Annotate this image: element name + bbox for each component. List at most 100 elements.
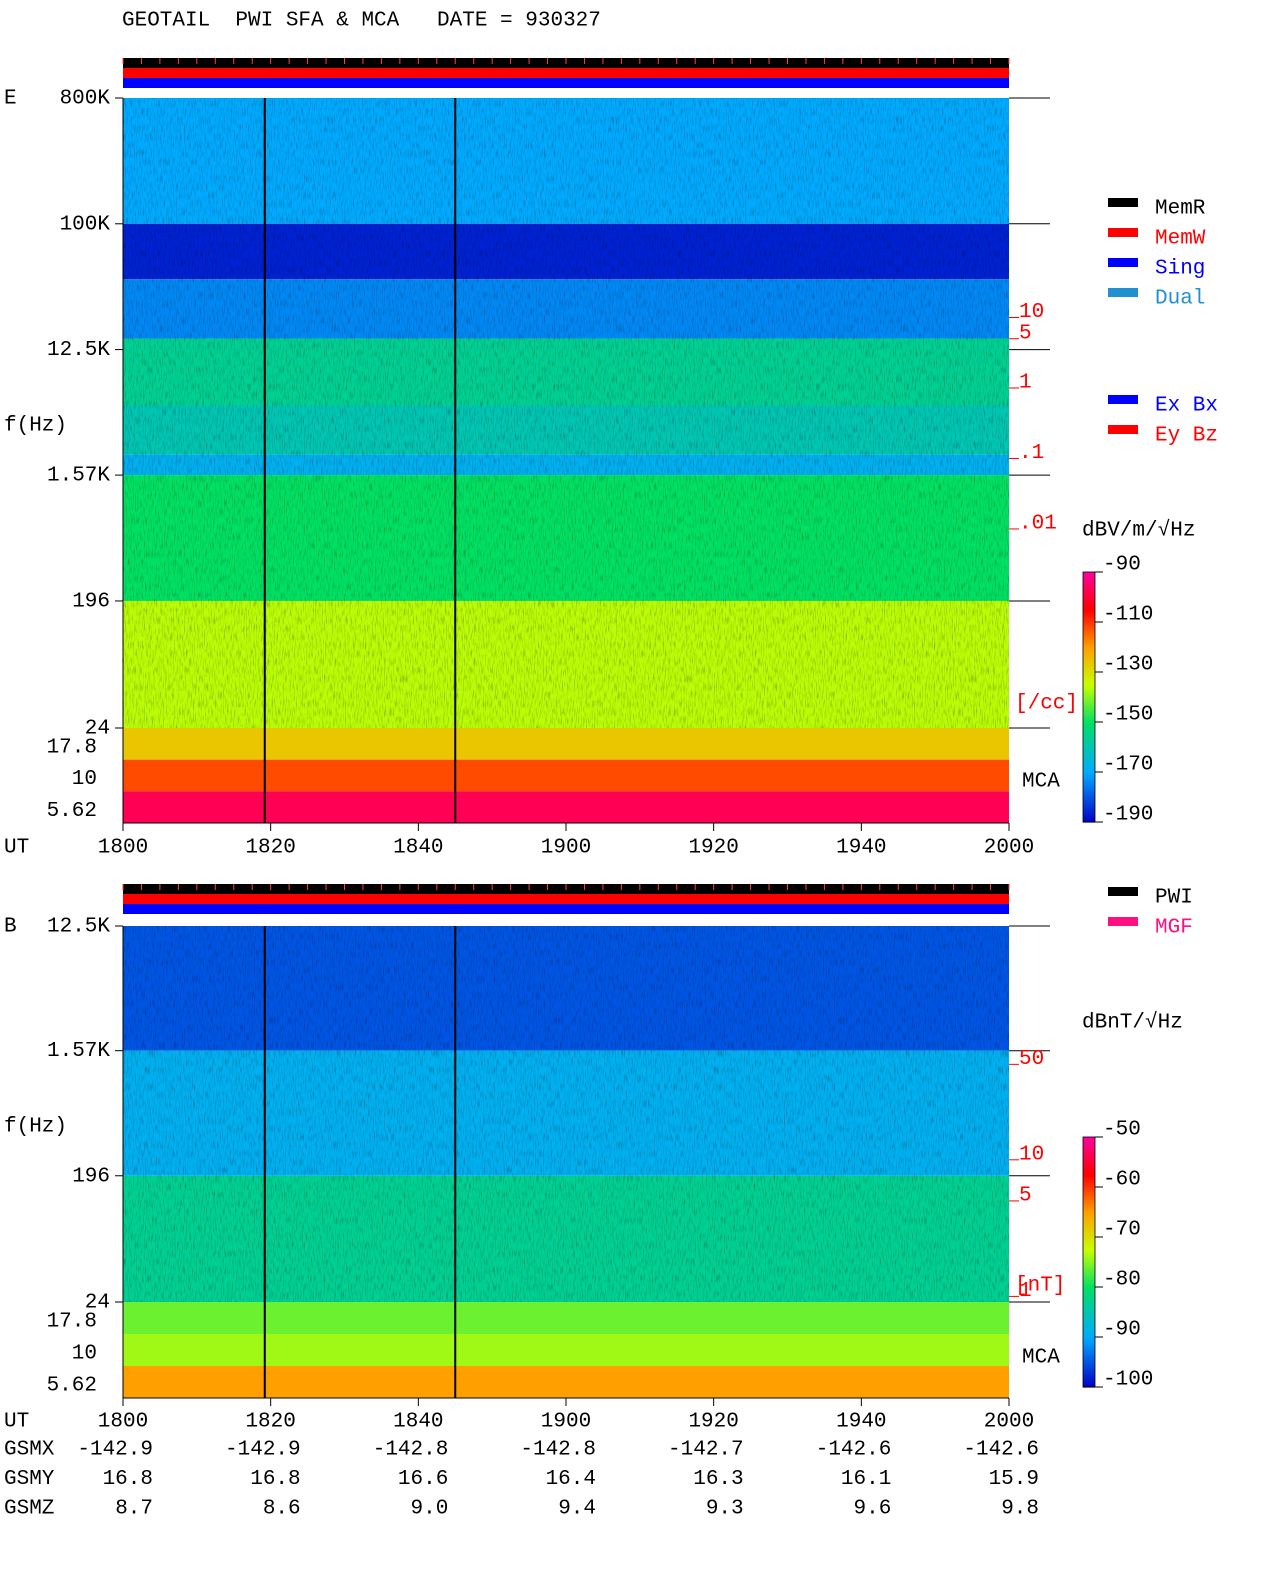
y2-tick-label: 1 [1019, 372, 1032, 395]
y-tick-label: 24 [85, 1292, 110, 1315]
x-tick-label: 1800 [98, 837, 148, 860]
y2-tick-label: 5 [1019, 1184, 1032, 1207]
legend-label: Sing [1155, 258, 1205, 281]
colorbar-segment [1083, 574, 1095, 578]
colorbar-segment [1083, 1224, 1095, 1228]
status-bar [123, 68, 1009, 78]
colorbar-segment [1083, 1294, 1095, 1298]
colorbar-segment [1083, 754, 1095, 758]
colorbar-segment [1083, 787, 1095, 791]
colorbar-segment [1083, 1269, 1095, 1273]
orbit-value: 9.8 [1001, 1498, 1039, 1521]
y2-tick-label: 5 [1019, 322, 1032, 345]
x-tick-label: 1820 [245, 1411, 295, 1434]
colorbar-segment [1083, 1319, 1095, 1323]
colorbar-segment [1083, 1239, 1095, 1243]
colorbar-segment [1083, 582, 1095, 586]
colorbar-segment [1083, 667, 1095, 671]
y-tick-label: 12.5K [47, 339, 110, 362]
noise-texture [123, 98, 1009, 728]
colorbar-segment [1083, 1309, 1095, 1313]
colorbar-segment [1083, 1252, 1095, 1256]
colorbar-segment [1083, 612, 1095, 616]
colorbar-segment [1083, 1147, 1095, 1151]
colorbar-segment [1083, 694, 1095, 698]
colorbar-segment [1083, 692, 1095, 696]
colorbar-segment [1083, 657, 1095, 661]
colorbar-segment [1083, 1182, 1095, 1186]
colorbar-segment [1083, 1179, 1095, 1183]
orbit-value: 9.4 [558, 1498, 596, 1521]
colorbar-segment [1083, 1339, 1095, 1343]
colorbar-segment [1083, 707, 1095, 711]
mca-channel [123, 1302, 1009, 1334]
colorbar-segment [1083, 1214, 1095, 1218]
colorbar-segment [1083, 1189, 1095, 1193]
colorbar-segment [1083, 684, 1095, 688]
colorbar-segment [1083, 809, 1095, 813]
colorbar-tick-label: -90 [1103, 554, 1141, 577]
colorbar-segment [1083, 1177, 1095, 1181]
mca-channel [123, 728, 1009, 760]
colorbar-frame [1082, 571, 1096, 823]
colorbar-segment [1083, 762, 1095, 766]
colorbar-segment [1083, 592, 1095, 596]
x-tick-label: 1900 [541, 1411, 591, 1434]
x-tick-label: 2000 [984, 1411, 1034, 1434]
legend-label: MemW [1155, 228, 1206, 251]
colorbar-segment [1083, 654, 1095, 658]
colorbar-segment [1083, 1344, 1095, 1348]
colorbar-segment [1083, 1359, 1095, 1363]
legend-label: MGF [1155, 917, 1193, 940]
colorbar-segment [1083, 614, 1095, 618]
colorbar-segment [1083, 1257, 1095, 1261]
x-tick-label: 1820 [245, 837, 295, 860]
orbit-value: 9.6 [854, 1498, 892, 1521]
y-tick-label: 800K [60, 88, 111, 111]
colorbar-segment [1083, 1254, 1095, 1258]
y-tick-label: 1.57K [47, 465, 110, 488]
y2-tick-label: .01 [1019, 512, 1057, 535]
mca-label: MCA [1022, 1347, 1060, 1370]
colorbar-segment [1083, 1354, 1095, 1358]
colorbar-label: dBnT/√Hz [1082, 1011, 1183, 1035]
orbit-value: 15.9 [989, 1468, 1039, 1491]
colorbar-segment [1083, 1372, 1095, 1376]
colorbar-segment [1083, 1357, 1095, 1361]
colorbar-segment [1083, 774, 1095, 778]
colorbar-segment [1083, 1232, 1095, 1236]
colorbar-segment [1083, 662, 1095, 666]
colorbar-segment [1083, 672, 1095, 676]
status-bar [123, 904, 1009, 914]
x-tick-label: 1920 [688, 837, 738, 860]
colorbar-segment [1083, 1202, 1095, 1206]
colorbar-segment [1083, 737, 1095, 741]
panel-label: E [4, 88, 17, 111]
colorbar-segment [1083, 1364, 1095, 1368]
colorbar-segment [1083, 772, 1095, 776]
colorbar-tick-label: -70 [1103, 1219, 1141, 1242]
colorbar-segment [1083, 714, 1095, 718]
colorbar-tick-label: -50 [1103, 1119, 1141, 1142]
colorbar-segment [1083, 1227, 1095, 1231]
mca-tick-label: 17.8 [47, 1311, 97, 1334]
colorbar-segment [1083, 744, 1095, 748]
colorbar-segment [1083, 729, 1095, 733]
colorbar-segment [1083, 1212, 1095, 1216]
colorbar-segment [1083, 637, 1095, 641]
x-tick-label: 2000 [984, 837, 1034, 860]
colorbar-segment [1083, 1297, 1095, 1301]
mca-channel [123, 1366, 1009, 1398]
mca-tick-label: 10 [72, 1343, 97, 1366]
colorbar-segment [1083, 589, 1095, 593]
colorbar-segment [1083, 1187, 1095, 1191]
colorbar-segment [1083, 602, 1095, 606]
colorbar-segment [1083, 1324, 1095, 1328]
colorbar-segment [1083, 1289, 1095, 1293]
x-tick-label: 1840 [393, 837, 443, 860]
colorbar-segment [1083, 1312, 1095, 1316]
orbit-value: -142.9 [225, 1439, 301, 1462]
legend-label: PWI [1155, 887, 1193, 910]
colorbar-segment [1083, 579, 1095, 583]
colorbar-segment [1083, 604, 1095, 608]
